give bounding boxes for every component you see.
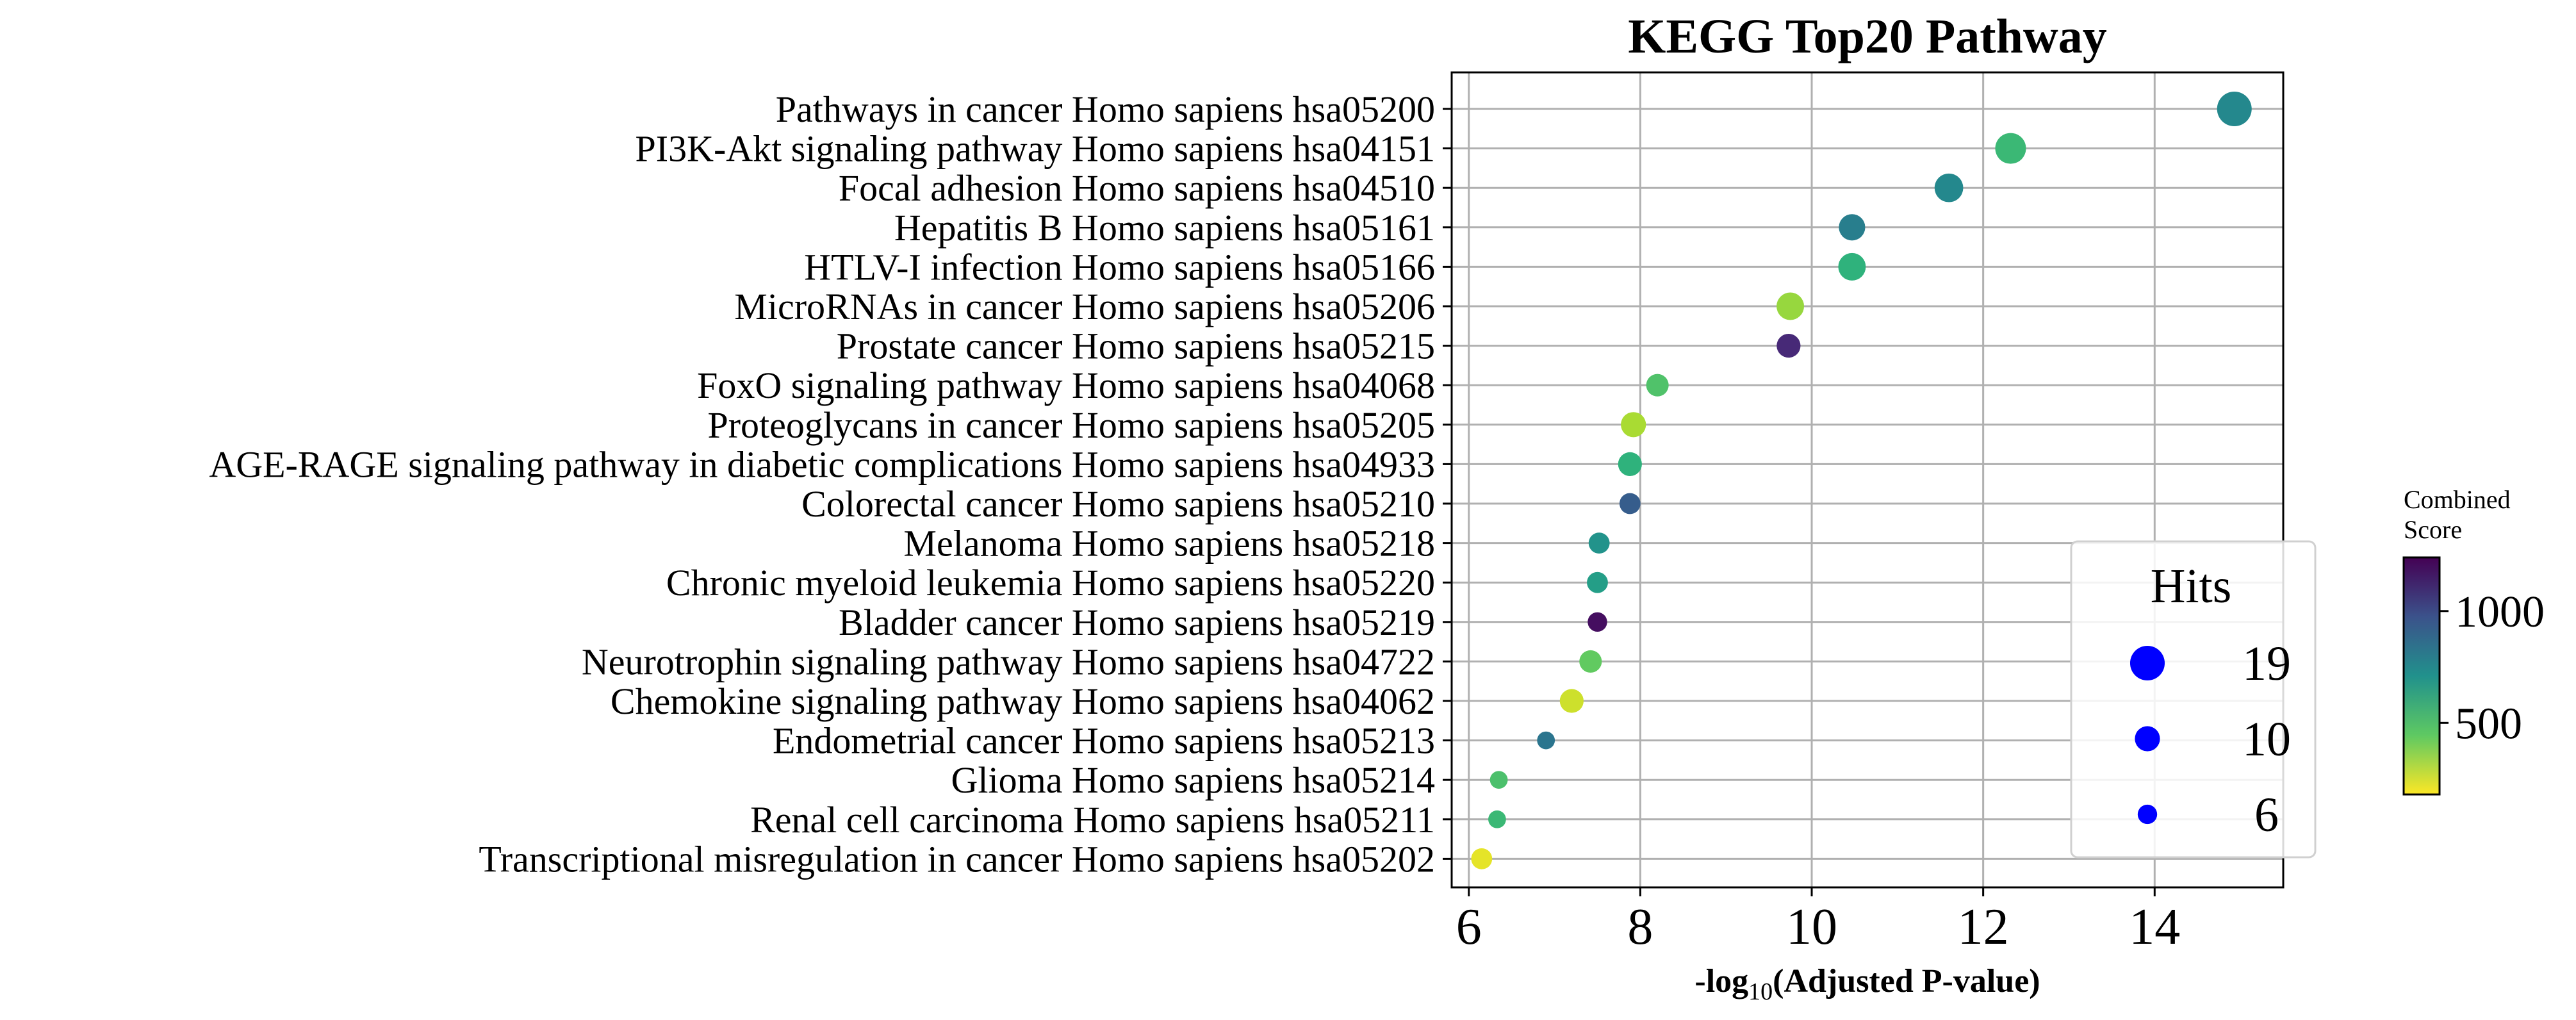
x-axis: 6 8 10 12 14 xyxy=(1456,887,2180,955)
data-point xyxy=(1559,689,1584,713)
data-point xyxy=(1489,771,1508,789)
x-tick-label: 6 xyxy=(1456,899,1482,955)
size-legend-box xyxy=(2070,540,2317,859)
size-legend-marker xyxy=(2129,645,2165,681)
y-tick-label: Endometrial cancer Homo sapiens hsa05213 xyxy=(773,720,1435,762)
colorbar-tick-label: 1000 xyxy=(2455,588,2545,637)
y-tick-label: Hepatitis B Homo sapiens hsa05161 xyxy=(894,207,1435,249)
x-tick-label: 8 xyxy=(1627,899,1653,955)
y-tick-label: Proteoglycans in cancer Homo sapiens hsa… xyxy=(707,404,1435,446)
data-point xyxy=(2217,91,2252,127)
colorbar-title-line-2: Score xyxy=(2404,515,2462,544)
y-tick-label: PI3K-Akt signaling pathway Homo sapiens … xyxy=(636,128,1435,170)
x-axis-label: -log10(Adjusted P-value) xyxy=(1694,963,2040,1005)
x-tick-label: 14 xyxy=(2129,899,2180,955)
chart-title: KEGG Top20 Pathway xyxy=(1628,10,2107,63)
y-tick-label: Bladder cancer Homo sapiens hsa05219 xyxy=(839,602,1435,643)
y-tick-label: Transcriptional misregulation in cancer … xyxy=(479,838,1435,880)
y-tick-label: Melanoma Homo sapiens hsa05218 xyxy=(903,523,1435,564)
data-point xyxy=(1587,612,1607,632)
colorbar: Combined Score 1000 500 xyxy=(2402,485,2545,796)
x-axis-label-suffix: (Adjusted P-value) xyxy=(1773,963,2040,999)
size-legend-label: 6 xyxy=(2254,788,2279,842)
colorbar-gradient xyxy=(2402,556,2441,796)
y-tick-label: Glioma Homo sapiens hsa05214 xyxy=(951,759,1435,801)
size-legend-title: Hits xyxy=(2151,559,2232,613)
y-axis-labels: Pathways in cancer Homo sapiens hsa05200… xyxy=(209,88,1452,880)
data-point xyxy=(1587,572,1608,593)
y-tick-label: FoxO signaling pathway Homo sapiens hsa0… xyxy=(697,365,1435,406)
data-point xyxy=(1776,292,1805,320)
data-point xyxy=(1579,650,1602,673)
y-tick-label: AGE-RAGE signaling pathway in diabetic c… xyxy=(209,443,1435,485)
y-tick-label: Pathways in cancer Homo sapiens hsa05200 xyxy=(776,88,1435,130)
data-point xyxy=(1995,133,2026,164)
y-tick-label: Neurotrophin signaling pathway Homo sapi… xyxy=(582,641,1435,682)
data-point xyxy=(1934,173,1964,202)
colorbar-title-line-1: Combined xyxy=(2404,485,2511,514)
colorbar-tick-label: 500 xyxy=(2455,699,2522,748)
y-tick-label: Focal adhesion Homo sapiens hsa04510 xyxy=(839,167,1435,209)
y-tick-label: HTLV-I infection Homo sapiens hsa05166 xyxy=(804,246,1435,288)
size-legend-label: 19 xyxy=(2242,637,2291,691)
data-point xyxy=(1646,374,1669,397)
data-point xyxy=(1488,810,1506,828)
data-point xyxy=(1588,532,1610,554)
y-tick-label: Chemokine signaling pathway Homo sapiens… xyxy=(611,680,1435,722)
data-point xyxy=(1537,731,1555,750)
y-tick-label: Renal cell carcinoma Homo sapiens hsa052… xyxy=(750,799,1435,841)
data-point xyxy=(1471,848,1493,869)
data-point xyxy=(1838,252,1866,281)
data-point xyxy=(1618,452,1642,477)
size-legend-label: 10 xyxy=(2242,712,2291,766)
y-tick-label: Prostate cancer Homo sapiens hsa05215 xyxy=(837,325,1435,367)
y-tick-label: MicroRNAs in cancer Homo sapiens hsa0520… xyxy=(734,286,1435,327)
data-point xyxy=(1776,334,1801,358)
y-tick-label: Chronic myeloid leukemia Homo sapiens hs… xyxy=(666,562,1435,604)
axes-frame xyxy=(1450,71,2285,889)
size-legend-marker xyxy=(2137,804,2158,825)
size-legend: Hits 19 10 6 xyxy=(2070,540,2317,859)
data-point xyxy=(1621,412,1646,438)
data-point xyxy=(1619,493,1641,514)
x-axis-label-prefix: -log xyxy=(1694,963,1748,999)
y-tick-label: Colorectal cancer Homo sapiens hsa05210 xyxy=(801,483,1435,525)
x-tick-label: 12 xyxy=(1958,899,2009,955)
colorbar-ticks: 1000 500 xyxy=(2440,588,2545,748)
size-legend-entries: 19 10 6 xyxy=(2129,637,2291,842)
x-axis-label-subscript: 10 xyxy=(1748,978,1773,1005)
size-legend-marker xyxy=(2135,726,2160,752)
points-layer xyxy=(1471,91,2252,869)
data-point xyxy=(1839,214,1866,241)
x-tick-label: 10 xyxy=(1786,899,1837,955)
